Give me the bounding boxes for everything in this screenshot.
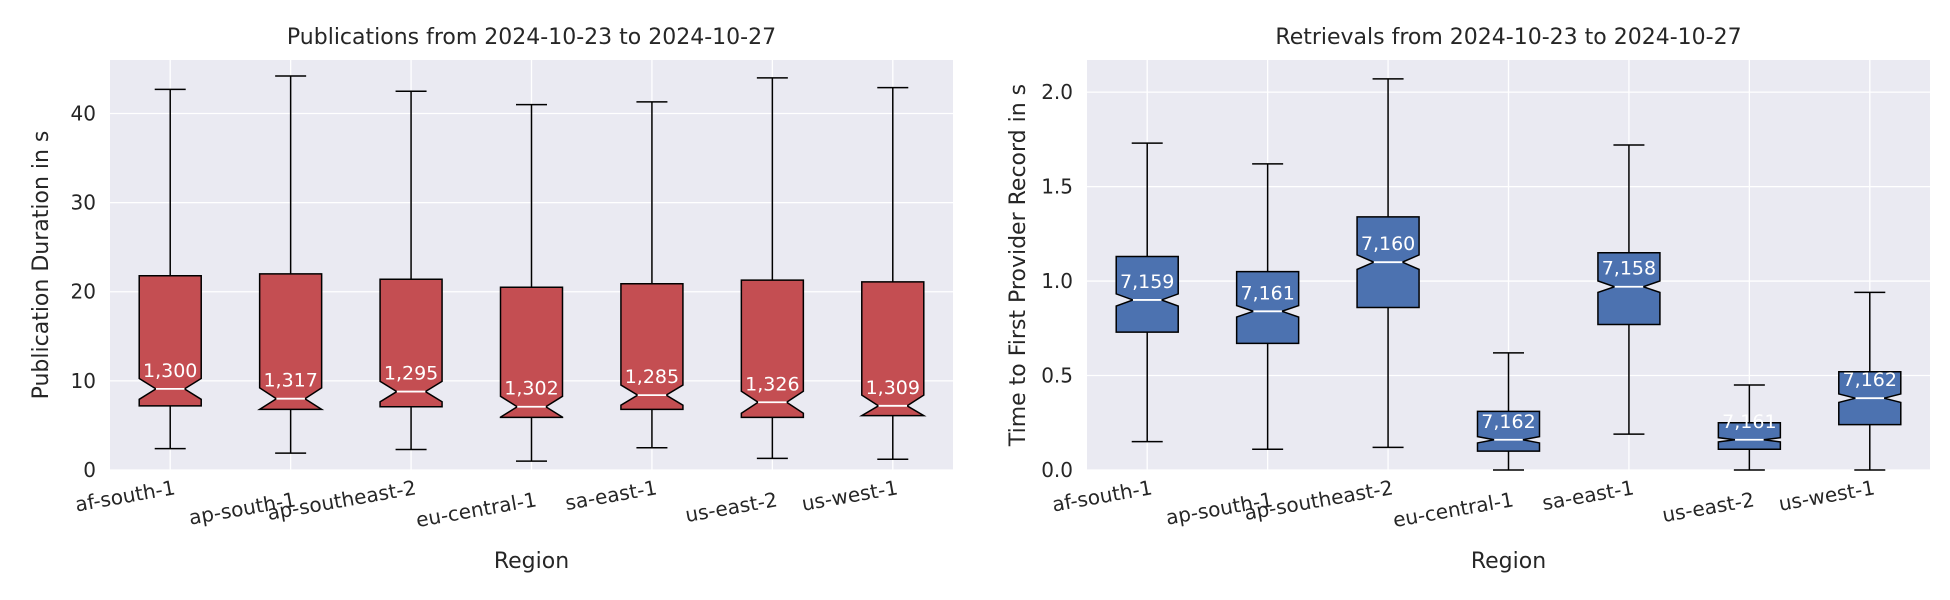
box-body xyxy=(1717,422,1782,450)
box-ap-southeast-2: 1,295 xyxy=(379,90,443,451)
x-tick-label: sa-east-1 xyxy=(563,475,658,515)
box-us-east-2: 1,326 xyxy=(740,77,805,460)
x-tick-label: us-west-1 xyxy=(800,475,900,516)
chart-title: Publications from 2024-10-23 to 2024-10-… xyxy=(287,25,776,50)
box-body xyxy=(257,273,325,411)
box-body xyxy=(1115,255,1179,333)
count-label: 7,161 xyxy=(1722,411,1776,433)
box-eu-central-1: 1,302 xyxy=(499,103,564,462)
y-axis-label: Publication Duration in s xyxy=(29,131,54,400)
count-label: 1,302 xyxy=(504,378,558,400)
chart-1: 0102030401,300af-south-11,317ap-south-11… xyxy=(29,25,953,574)
x-tick-label: us-east-2 xyxy=(683,487,779,527)
count-label: 1,300 xyxy=(143,360,197,382)
x-tick-label: eu-central-1 xyxy=(1391,487,1515,532)
count-label: 1,309 xyxy=(866,377,920,399)
x-tick-label: us-west-1 xyxy=(1777,475,1877,516)
count-label: 1,285 xyxy=(625,366,679,388)
y-tick-label: 1.0 xyxy=(1041,269,1073,293)
x-tick-label: eu-central-1 xyxy=(414,487,538,532)
y-tick-label: 10 xyxy=(71,369,96,393)
box-body xyxy=(620,282,684,411)
box-ap-south-1: 7,161 xyxy=(1235,163,1300,450)
y-tick-label: 1.5 xyxy=(1041,175,1073,199)
count-label: 1,317 xyxy=(263,370,317,392)
box-body xyxy=(379,278,443,408)
x-tick-label: ap-southeast-2 xyxy=(1242,475,1395,525)
y-tick-label: 20 xyxy=(71,280,96,304)
count-label: 7,160 xyxy=(1361,233,1415,255)
box-us-west-1: 1,309 xyxy=(859,86,927,461)
box-ap-south-1: 1,317 xyxy=(257,75,325,454)
box-body xyxy=(1597,251,1661,326)
count-label: 7,158 xyxy=(1602,258,1656,280)
box-us-west-1: 7,162 xyxy=(1838,291,1902,471)
box-af-south-1: 7,159 xyxy=(1115,142,1179,443)
box-sa-east-1: 1,285 xyxy=(620,101,684,449)
count-label: 7,161 xyxy=(1240,282,1294,304)
y-tick-label: 0 xyxy=(83,458,96,482)
box-body xyxy=(859,281,927,417)
count-label: 7,162 xyxy=(1481,411,1535,433)
box-body xyxy=(138,274,202,407)
x-tick-label: ap-southeast-2 xyxy=(265,475,418,525)
y-tick-label: 2.0 xyxy=(1041,80,1073,104)
box-eu-central-1: 7,162 xyxy=(1476,352,1541,471)
y-tick-label: 0.5 xyxy=(1041,364,1073,388)
y-axis-label: Time to First Provider Record in s xyxy=(1006,84,1031,447)
x-axis-label: Region xyxy=(494,549,569,574)
count-label: 7,162 xyxy=(1843,369,1897,391)
box-sa-east-1: 7,158 xyxy=(1597,144,1661,435)
box-body xyxy=(499,286,564,419)
count-label: 1,295 xyxy=(384,363,438,385)
x-axis-label: Region xyxy=(1471,549,1546,574)
box-af-south-1: 1,300 xyxy=(138,88,202,450)
box-us-east-2: 7,161 xyxy=(1717,384,1782,471)
y-tick-label: 40 xyxy=(71,101,96,125)
chart-2: 0.00.51.01.52.07,159af-south-17,161ap-so… xyxy=(1006,25,1930,574)
chart-title: Retrievals from 2024-10-23 to 2024-10-27 xyxy=(1275,25,1741,50)
box-body xyxy=(1476,410,1541,452)
box-body xyxy=(1235,270,1300,345)
x-tick-label: sa-east-1 xyxy=(1540,475,1635,515)
count-label: 1,326 xyxy=(745,373,799,395)
count-label: 7,159 xyxy=(1120,271,1174,293)
y-tick-label: 0.0 xyxy=(1041,458,1073,482)
y-tick-label: 30 xyxy=(71,191,96,215)
box-ap-southeast-2: 7,160 xyxy=(1356,78,1420,449)
x-tick-label: us-east-2 xyxy=(1660,487,1756,527)
box-body xyxy=(740,279,805,419)
